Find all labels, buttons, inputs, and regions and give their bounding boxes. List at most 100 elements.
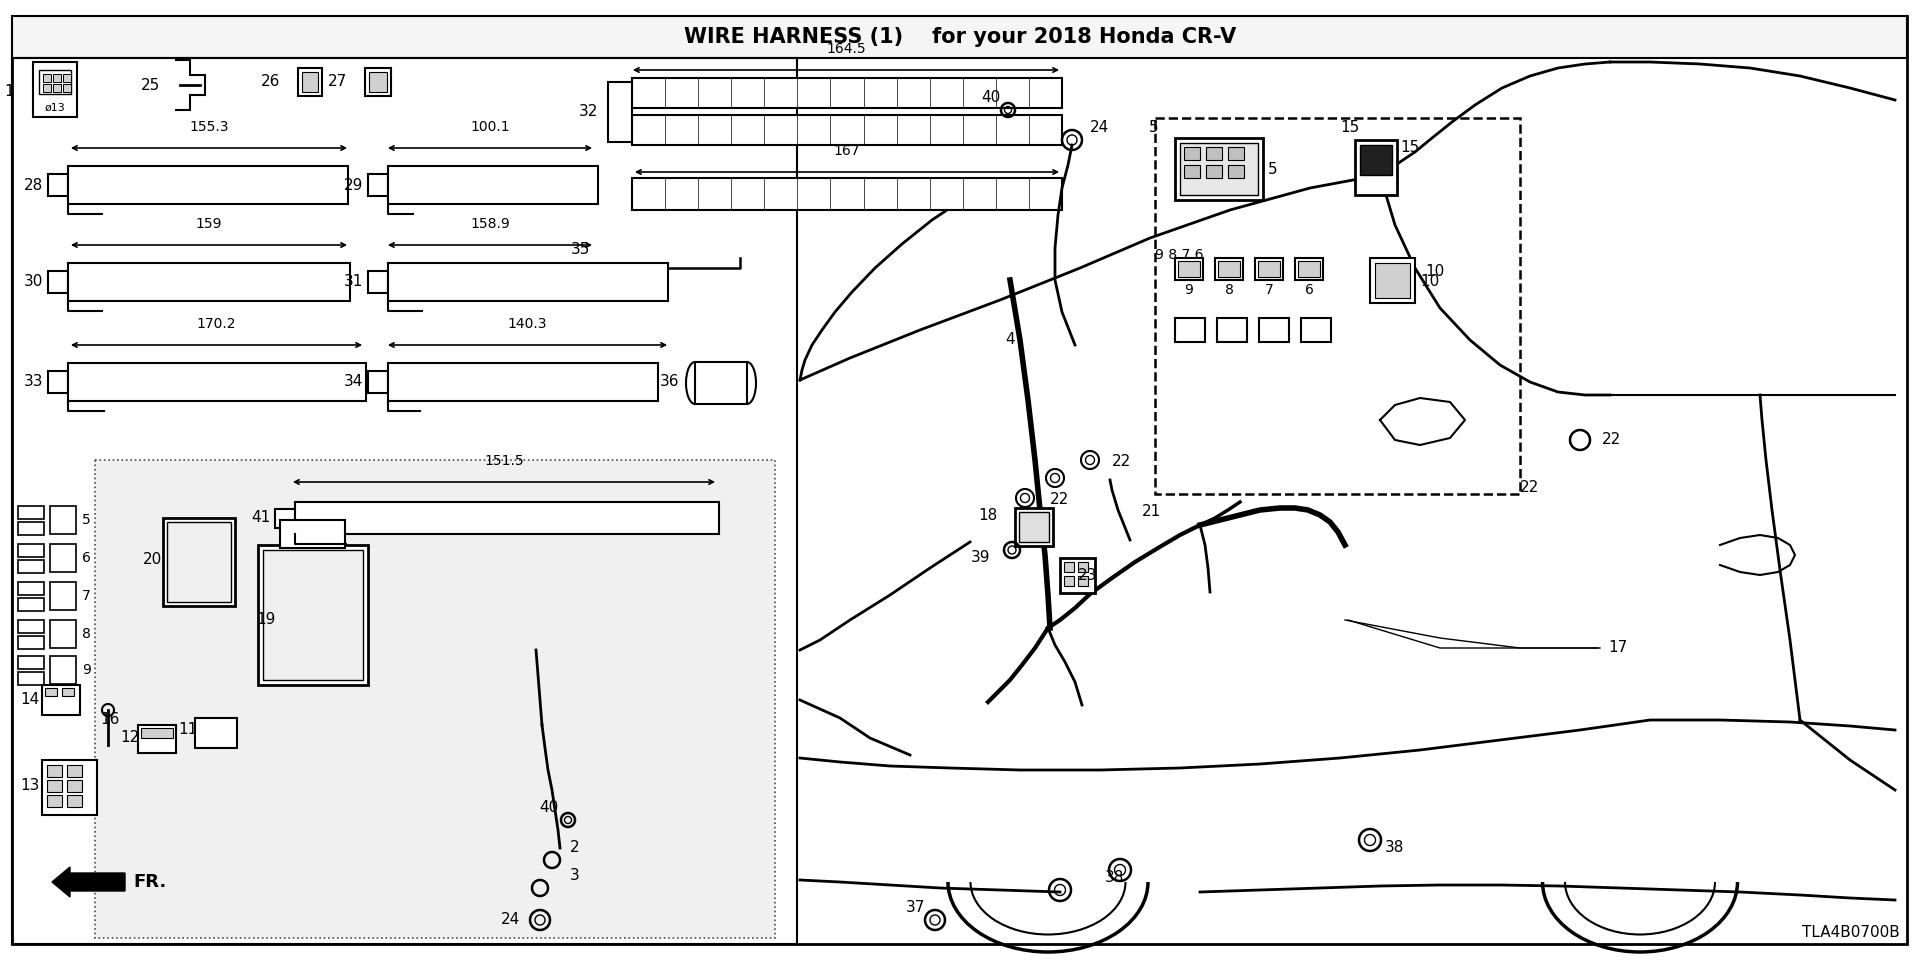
Text: 25: 25 [140,78,159,92]
Bar [42,84,52,92]
Text: 155.3: 155.3 [190,120,228,134]
Bar [67,166,348,204]
Bar [1206,147,1221,160]
Bar [46,765,61,777]
Text: 22: 22 [1112,454,1131,469]
Bar [1016,508,1052,546]
Text: 28: 28 [23,178,42,193]
Bar [196,718,236,748]
Bar [44,688,58,696]
Bar [61,688,75,696]
Bar [94,460,776,938]
Text: 7: 7 [83,589,90,603]
Text: TLA4B0700B: TLA4B0700B [1803,925,1901,940]
Text: 11: 11 [179,723,198,737]
Bar [1260,318,1288,342]
Text: 21: 21 [1142,505,1162,519]
Text: 15: 15 [1340,121,1359,135]
Text: 12: 12 [119,731,140,746]
Bar [12,16,1907,58]
Text: ø13: ø13 [44,103,65,113]
Text: 159: 159 [196,217,223,231]
Text: 10: 10 [1421,275,1440,290]
Text: 22: 22 [1521,481,1540,495]
Text: 158.9: 158.9 [470,217,511,231]
Text: 39: 39 [970,550,991,565]
Bar [1020,512,1048,542]
Text: 23: 23 [1077,567,1098,583]
Bar [17,672,44,685]
Text: 26: 26 [261,75,280,89]
Bar [1356,140,1398,195]
Bar [296,502,718,534]
Bar [46,795,61,807]
Text: 19: 19 [255,612,275,628]
Bar [17,656,44,669]
Bar [1298,261,1321,277]
Bar [46,780,61,792]
Text: 33: 33 [23,374,42,390]
Text: 7: 7 [1265,283,1273,297]
Bar [1258,261,1281,277]
Bar [138,725,177,753]
Text: 9: 9 [1185,283,1194,297]
Bar [1229,165,1244,178]
Text: 38: 38 [1384,841,1404,855]
Text: 27: 27 [328,75,348,89]
Bar [50,506,77,534]
Text: 8: 8 [83,627,90,641]
Bar [17,582,44,595]
Bar [388,166,597,204]
Bar [50,582,77,610]
Text: 22: 22 [1050,492,1069,508]
Bar [17,636,44,649]
Text: 24: 24 [1091,121,1110,135]
Bar [50,656,77,684]
Bar [1294,258,1323,280]
Bar [1215,258,1242,280]
Text: 31: 31 [344,275,363,290]
Text: 170.2: 170.2 [196,317,236,331]
Bar [12,58,797,944]
Text: 164.5: 164.5 [826,42,866,56]
Bar [1302,318,1331,342]
Text: WIRE HARNESS (1)    for your 2018 Honda CR-V: WIRE HARNESS (1) for your 2018 Honda CR-… [684,27,1236,47]
Text: 35: 35 [570,243,589,257]
Bar [50,620,77,648]
Text: 37: 37 [906,900,925,916]
Bar [369,72,388,92]
Text: 30: 30 [23,275,42,290]
Bar [263,550,363,680]
Bar [50,544,77,572]
Bar [280,520,346,548]
Bar [369,174,388,196]
Text: 22: 22 [1601,433,1620,447]
Bar [63,74,71,82]
Text: 151.5: 151.5 [484,454,524,468]
Bar [17,522,44,535]
Bar [1175,318,1206,342]
Bar [48,174,67,196]
Bar [67,263,349,301]
Bar [48,371,67,393]
Bar [609,82,632,142]
Text: 140.3: 140.3 [507,317,547,331]
Text: FR.: FR. [132,873,167,891]
FancyArrow shape [52,867,125,897]
Text: 41: 41 [252,511,271,525]
Bar [163,518,234,606]
Bar [369,371,388,393]
Text: 5: 5 [83,513,90,527]
Bar [1064,562,1073,572]
Text: 15: 15 [1400,140,1419,156]
Bar [1217,261,1240,277]
Bar [1359,145,1392,175]
Bar [1229,147,1244,160]
Text: 13: 13 [21,778,40,793]
Bar [632,178,1062,210]
Bar [54,74,61,82]
Text: 8: 8 [1225,283,1233,297]
Bar [17,598,44,611]
Text: 16: 16 [100,712,119,728]
Text: 17: 17 [1609,640,1628,656]
